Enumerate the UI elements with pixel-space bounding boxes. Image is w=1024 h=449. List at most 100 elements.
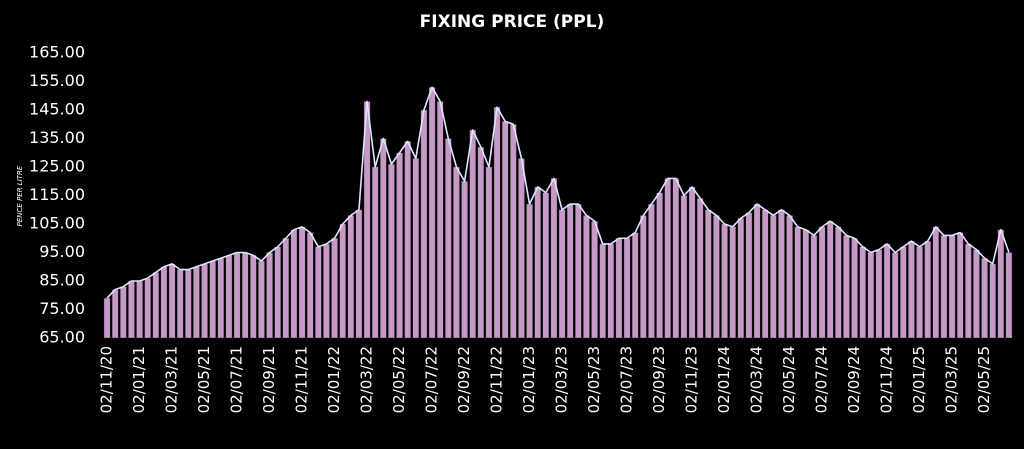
bar	[623, 238, 631, 339]
bar	[599, 243, 606, 339]
bar	[347, 215, 355, 339]
bar	[290, 229, 298, 339]
bar	[298, 226, 306, 339]
bar	[201, 263, 208, 339]
bar	[859, 246, 866, 339]
bar	[940, 235, 948, 339]
bar	[461, 181, 468, 339]
bar	[225, 255, 233, 339]
bar	[770, 215, 777, 339]
x-tick-label: 02/01/23	[520, 346, 538, 413]
bar	[339, 223, 346, 339]
y-tick-label: 115.00	[29, 185, 85, 204]
x-tick-label: 02/11/22	[488, 346, 506, 413]
bar	[729, 226, 736, 339]
bar	[550, 178, 558, 339]
bar	[713, 215, 720, 339]
x-tick-label: 02/11/23	[683, 346, 701, 413]
bar	[932, 226, 940, 339]
bar	[705, 209, 712, 339]
x-tick-label: 02/07/21	[228, 346, 246, 413]
bar	[396, 152, 403, 339]
bar	[607, 243, 615, 339]
bar	[501, 121, 509, 339]
bar	[152, 272, 160, 339]
bar	[883, 243, 891, 339]
bar	[956, 232, 964, 339]
x-tick-label: 02/05/23	[585, 346, 603, 413]
x-tick-label: 02/05/24	[780, 346, 798, 413]
bar	[136, 280, 143, 339]
x-tick-label: 02/09/22	[455, 346, 473, 413]
y-tick-label: 65.00	[39, 328, 85, 347]
bar	[493, 106, 501, 339]
bar	[810, 235, 818, 339]
bar	[103, 297, 111, 339]
x-tick-label: 02/11/24	[878, 346, 896, 413]
bar	[664, 178, 671, 339]
bar	[631, 232, 639, 339]
bar	[575, 203, 582, 339]
y-tick-label: 85.00	[39, 271, 85, 290]
bar	[233, 252, 241, 339]
bar	[120, 286, 127, 339]
bar	[786, 215, 793, 339]
x-tick-label: 02/03/21	[163, 346, 181, 413]
bar	[696, 198, 704, 339]
bar	[826, 220, 834, 339]
bar	[916, 246, 923, 339]
bar	[241, 252, 249, 339]
bar	[168, 263, 176, 339]
bar	[510, 124, 517, 339]
bar	[144, 277, 151, 339]
bar	[867, 252, 875, 339]
bar	[566, 203, 574, 339]
bar	[656, 192, 663, 339]
bar	[111, 289, 119, 339]
bar	[851, 238, 858, 339]
bar	[875, 249, 883, 339]
y-tick-label: 145.00	[29, 100, 85, 119]
bar	[128, 280, 135, 339]
bar	[274, 246, 281, 339]
bar	[445, 138, 452, 339]
y-tick-label: 95.00	[39, 242, 85, 261]
bar	[185, 269, 192, 339]
bar	[908, 240, 915, 339]
bar	[453, 166, 460, 339]
x-tick-label: 02/01/22	[325, 346, 343, 413]
bar	[688, 186, 696, 339]
x-tick-label: 02/01/21	[130, 346, 148, 413]
x-tick-label: 02/03/23	[553, 346, 571, 413]
x-tick-label: 02/05/21	[195, 346, 213, 413]
bar	[891, 252, 899, 339]
bar	[371, 166, 379, 339]
bar	[355, 209, 363, 339]
x-tick-label: 02/11/21	[293, 346, 311, 413]
bar	[794, 226, 801, 339]
x-tick-label: 02/07/23	[618, 346, 636, 413]
bar	[193, 266, 200, 339]
bar	[477, 146, 485, 339]
y-tick-label: 165.00	[29, 43, 85, 62]
bar	[315, 246, 322, 339]
x-tick-label: 02/03/25	[943, 346, 961, 413]
bar	[745, 212, 753, 339]
x-tick-label: 02/09/21	[260, 346, 278, 413]
y-tick-label: 125.00	[29, 157, 85, 176]
bar	[761, 209, 769, 339]
bar	[542, 192, 550, 339]
bar	[900, 246, 907, 339]
bar	[615, 238, 623, 339]
bar	[680, 195, 688, 339]
bar	[469, 129, 476, 339]
bar	[160, 266, 168, 339]
x-tick-label: 02/09/24	[845, 346, 863, 413]
chart-title: FIXING PRICE (PPL)	[420, 12, 605, 32]
bar	[778, 209, 785, 339]
bar	[420, 109, 428, 339]
bar	[404, 141, 411, 339]
x-tick-label: 02/09/23	[650, 346, 668, 413]
y-axis-label: PENCE PER LITRE	[16, 165, 24, 226]
